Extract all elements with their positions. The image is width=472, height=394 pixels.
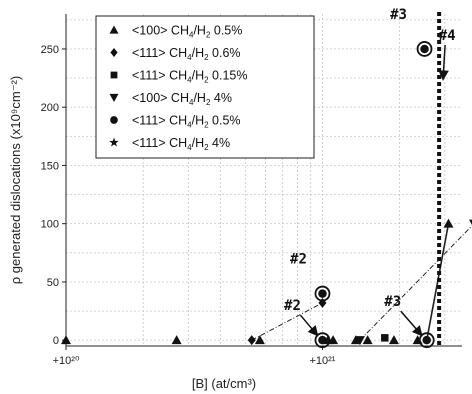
data-point <box>171 335 182 345</box>
y-tick-label: 100 <box>41 219 59 231</box>
axes: 0 50 100 150 200 250 +10²⁰ +10²¹ <box>41 14 462 367</box>
data-point <box>388 335 399 345</box>
x-axis-label: [B] (at/cm³) <box>192 376 256 391</box>
data-point <box>381 334 389 342</box>
x-tick-label: +10²⁰ <box>53 355 80 367</box>
legend-entry: <111> CH4/H2 0.15% <box>132 69 247 85</box>
data-point <box>412 335 423 345</box>
data-point <box>350 335 361 345</box>
annotation-label: #2 <box>290 252 307 268</box>
annotations: #2 #2 #3 #3 #4 <box>284 7 456 337</box>
x-tick-label: +10²¹ <box>309 355 335 367</box>
legend-marker <box>109 137 119 147</box>
data-point <box>443 218 454 228</box>
annotation-label: #4 <box>439 28 456 44</box>
data-point <box>422 335 431 345</box>
data-point <box>247 335 256 346</box>
legend-entry: <100> CH4/H2 4% <box>132 91 232 107</box>
series-connector-line <box>251 302 323 341</box>
annotation-arrow <box>400 310 423 337</box>
legend-marker <box>109 93 119 102</box>
legend-marker <box>110 71 118 79</box>
annotation-label: #3 <box>384 294 401 310</box>
y-tick-label: 250 <box>41 44 59 56</box>
data-point <box>322 335 333 345</box>
annotation-arrow <box>438 44 449 81</box>
circled-point-ring <box>416 41 433 57</box>
data-point <box>420 44 429 54</box>
legend-entry: <100> CH4/H2 0.5% <box>132 24 242 40</box>
y-tick-label: 0 <box>53 335 59 347</box>
data-points <box>61 41 472 349</box>
axis-labels: [B] (at/cm³) ρ generated dislocations (x1… <box>8 76 256 391</box>
y-tick-label: 200 <box>41 102 59 114</box>
data-point <box>362 335 373 345</box>
circled-point-ring <box>314 285 331 302</box>
legend-marker <box>110 116 118 124</box>
legend-entry: <111> CH4/H2 4% <box>132 136 230 152</box>
y-tick-label: 50 <box>47 277 59 289</box>
legend-box <box>95 15 315 159</box>
data-point <box>469 219 472 225</box>
legend-marker <box>110 48 118 57</box>
legend-marker <box>109 25 119 34</box>
annotation-label: #3 <box>390 7 407 23</box>
legend: <100> CH4/H2 0.5% <111> CH4/H2 0.6% <111> … <box>95 15 315 159</box>
annotation-label: #2 <box>284 298 301 314</box>
y-axis-label: ρ generated dislocations (x10⁹cm⁻²) <box>8 76 23 284</box>
data-point <box>61 335 71 345</box>
legend-entry: <111> CH4/H2 0.6% <box>132 46 241 62</box>
data-point <box>254 335 265 345</box>
legend-entry: <111> CH4/H2 0.5% <box>132 114 241 130</box>
y-tick-label: 150 <box>41 160 59 172</box>
data-point <box>318 289 327 298</box>
annotation-arrow <box>299 314 319 337</box>
series-connector-line <box>359 225 472 341</box>
